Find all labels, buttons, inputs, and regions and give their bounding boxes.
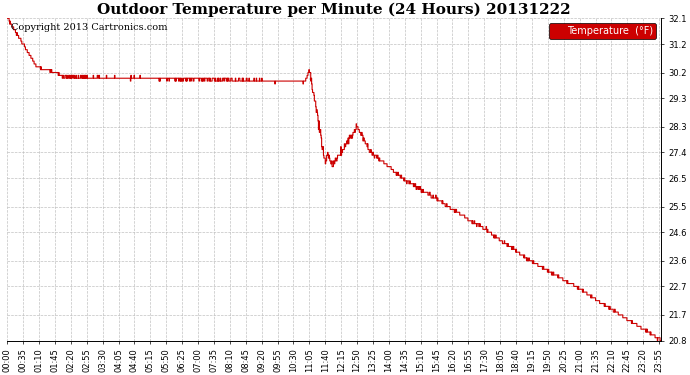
Legend: Temperature  (°F): Temperature (°F) (549, 23, 656, 39)
Text: Copyright 2013 Cartronics.com: Copyright 2013 Cartronics.com (10, 23, 167, 32)
Title: Outdoor Temperature per Minute (24 Hours) 20131222: Outdoor Temperature per Minute (24 Hours… (97, 3, 571, 17)
